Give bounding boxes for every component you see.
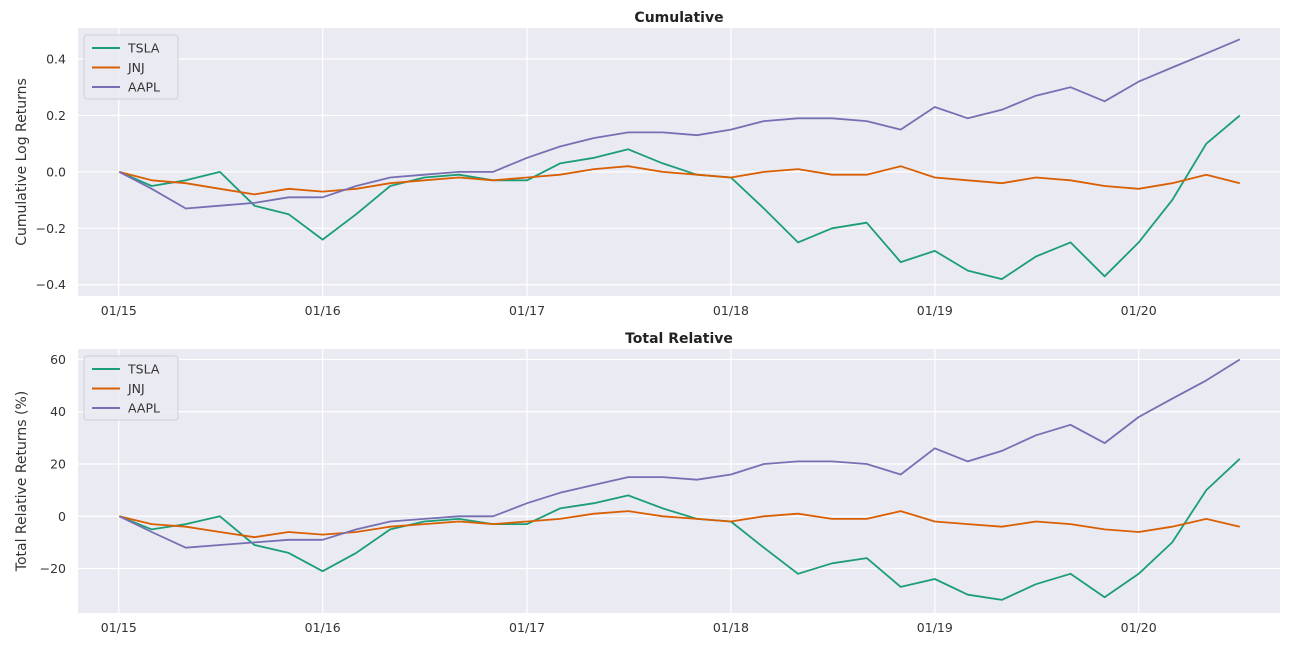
y-tick-label: 20 — [50, 457, 66, 472]
x-tick-label: 01/20 — [1121, 303, 1157, 318]
x-tick-label: 01/20 — [1121, 620, 1157, 635]
plot-area — [78, 349, 1280, 613]
series-line-tsla — [118, 114, 1241, 280]
y-axis-label: Total Relative Returns (%) — [14, 391, 30, 572]
series-line-aapl — [118, 358, 1241, 549]
x-tick-label: 01/16 — [305, 303, 341, 318]
legend-label-tsla: TSLA — [127, 41, 160, 56]
series-line-tsla — [118, 458, 1241, 601]
x-tick-label: 01/17 — [509, 620, 545, 635]
legend-label-jnj: JNJ — [127, 381, 145, 396]
legend-label-aapl: AAPL — [128, 401, 160, 416]
legend-label-jnj: JNJ — [127, 60, 145, 75]
legend — [83, 34, 179, 100]
x-tick-label: 01/19 — [917, 620, 953, 635]
x-tick-label: 01/18 — [713, 620, 749, 635]
y-tick-label: −0.2 — [36, 221, 66, 236]
series-line-jnj — [119, 165, 1241, 196]
y-tick-label: 0.2 — [46, 108, 66, 123]
x-tick-label: 01/17 — [509, 303, 545, 318]
x-tick-label: 01/18 — [713, 303, 749, 318]
series-line-aapl — [118, 38, 1241, 210]
y-tick-label: 0.0 — [46, 164, 66, 179]
y-tick-label: 40 — [50, 404, 66, 419]
legend — [83, 355, 179, 421]
legend-label-aapl: AAPL — [128, 80, 160, 95]
y-tick-label: −20 — [40, 561, 66, 576]
y-axis-label: Cumulative Log Returns — [14, 78, 30, 246]
y-tick-label: 0.4 — [46, 52, 66, 67]
chart-panel-1: Cumulative Cumulative Log Returns 01/15 01/… — [14, 10, 1280, 318]
chart-panel-2: Total Relative Total Relative Returns (%)… — [14, 331, 1280, 635]
series-line-jnj — [119, 510, 1241, 539]
plot-area — [78, 28, 1280, 296]
x-tick-label: 01/19 — [917, 303, 953, 318]
y-tick-label: 0 — [58, 509, 66, 524]
y-tick-label: −0.4 — [36, 277, 66, 292]
chart-title: Total Relative — [625, 331, 733, 347]
x-tick-label: 01/15 — [101, 303, 137, 318]
legend-label-tsla: TSLA — [127, 362, 160, 377]
x-tick-label: 01/16 — [305, 620, 341, 635]
chart-title: Cumulative — [634, 10, 723, 26]
y-tick-label: 60 — [50, 352, 66, 367]
x-tick-label: 01/15 — [101, 620, 137, 635]
